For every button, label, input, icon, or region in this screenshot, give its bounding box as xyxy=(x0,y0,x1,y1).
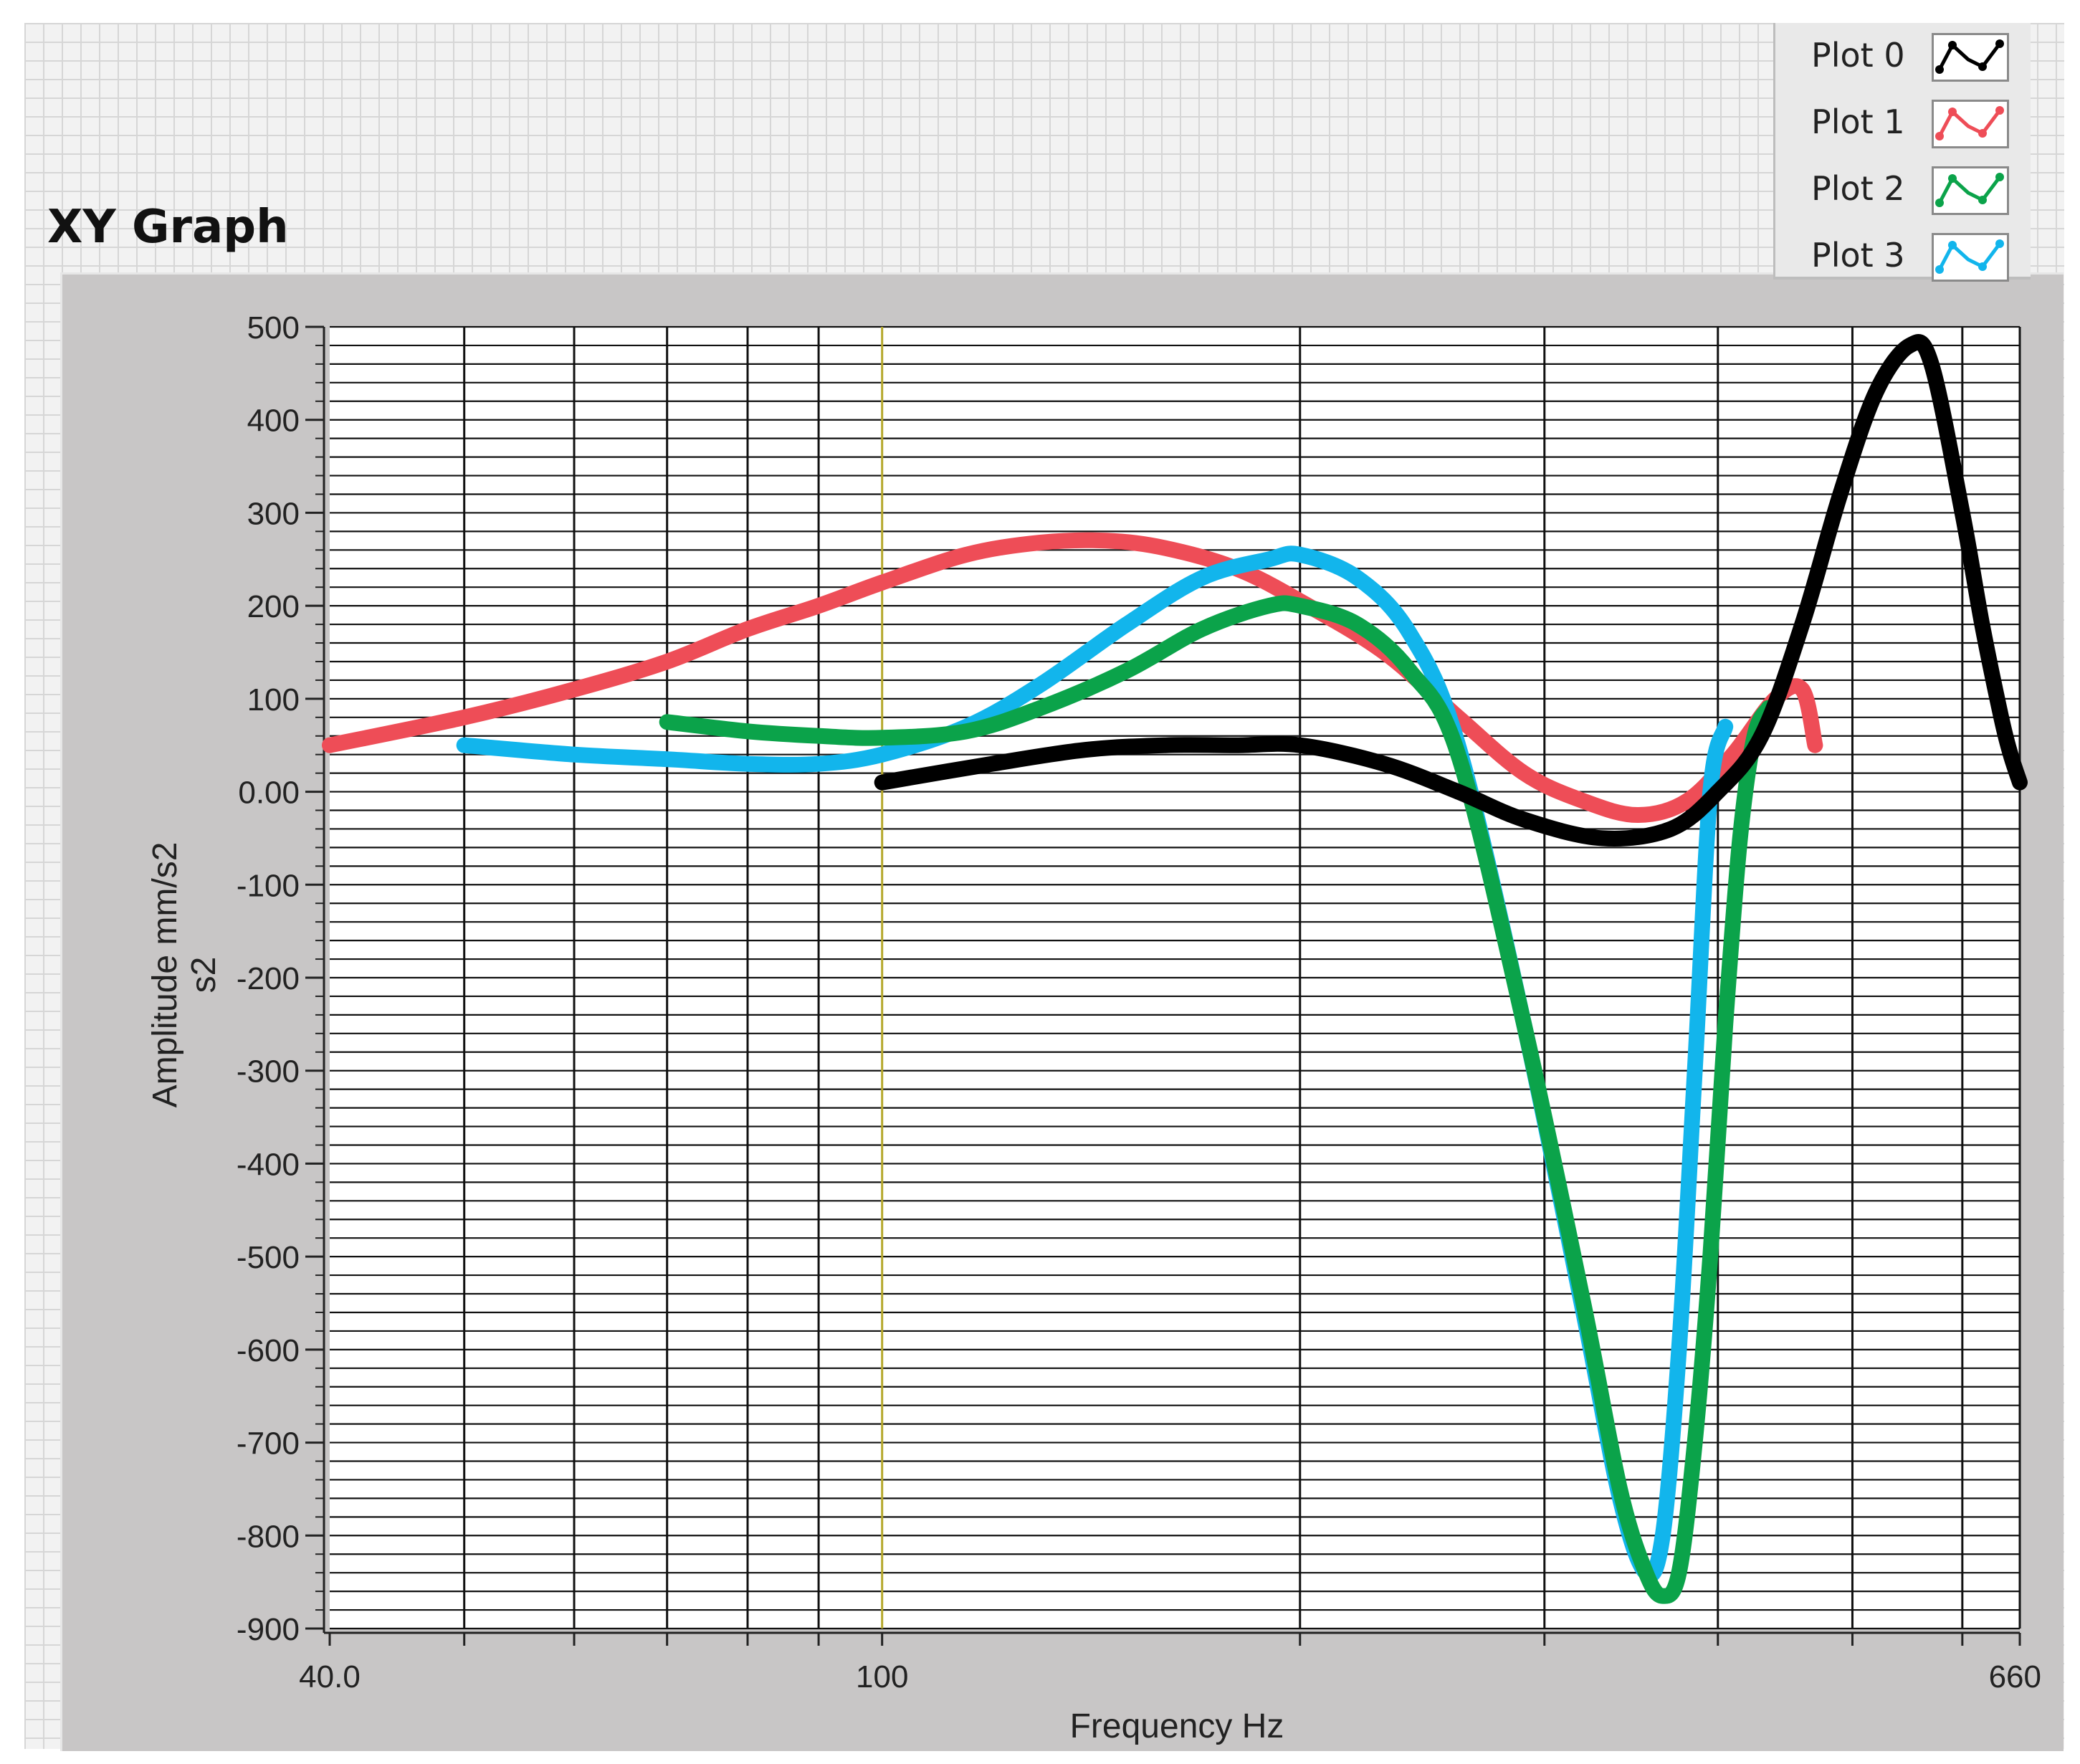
legend-item-plot-0[interactable]: Plot 0 xyxy=(1775,30,2031,87)
x-tick-label: 100 xyxy=(856,1659,908,1694)
graph-title: XY Graph xyxy=(47,201,289,254)
y-tick-label: -600 xyxy=(237,1333,300,1368)
line-glyph-icon xyxy=(1937,242,2001,271)
y-tick-label: 300 xyxy=(247,496,300,531)
legend-swatch[interactable] xyxy=(1932,33,2009,82)
y-tick-label: -800 xyxy=(237,1519,300,1554)
legend-item-plot-1[interactable]: Plot 1 xyxy=(1775,97,2031,154)
y-tick-label: 200 xyxy=(247,589,300,624)
line-glyph-icon xyxy=(1937,42,2001,71)
legend-swatch[interactable] xyxy=(1932,100,2009,148)
y-tick-label: 100 xyxy=(247,682,300,717)
plot-legend[interactable]: Plot 0 Plot 1 Plot 2 Plot 3 xyxy=(1773,23,2031,282)
series-line-plot-3[interactable] xyxy=(456,545,1734,1583)
legend-label: Plot 1 xyxy=(1811,102,1905,141)
x-tick-label: 660 xyxy=(1989,1659,2041,1694)
legend-item-plot-2[interactable]: Plot 2 xyxy=(1775,163,2031,221)
y-tick-label: 0.00 xyxy=(238,776,300,811)
y-tick-label: -100 xyxy=(237,868,300,903)
line-glyph-icon xyxy=(1937,108,2001,138)
legend-label: Plot 2 xyxy=(1811,169,1905,208)
legend-label: Plot 3 xyxy=(1811,236,1905,275)
line-glyph-icon xyxy=(1937,175,2001,204)
y-tick-label: -500 xyxy=(237,1240,300,1275)
y-tick-label: -700 xyxy=(237,1426,300,1462)
legend-swatch[interactable] xyxy=(1932,166,2009,215)
x-axis-title: Frequency Hz xyxy=(1070,1707,1284,1745)
y-tick-label: -300 xyxy=(237,1054,300,1090)
y-tick-label: -200 xyxy=(237,961,300,996)
y-axis-title: Amplitude mm/s2s2 xyxy=(146,842,223,1108)
series-line-plot-1[interactable] xyxy=(322,532,1823,823)
x-tick-label: 40.0 xyxy=(299,1659,361,1694)
y-tick-label: 400 xyxy=(247,404,300,439)
legend-item-plot-3[interactable]: Plot 3 xyxy=(1775,230,2031,287)
series-line-plot-0[interactable] xyxy=(874,334,2028,847)
legend-label: Plot 0 xyxy=(1811,36,1905,75)
series-line-plot-2[interactable] xyxy=(659,595,1777,1604)
y-tick-label: -400 xyxy=(237,1147,300,1182)
y-tick-label: 500 xyxy=(247,310,300,345)
legend-swatch[interactable] xyxy=(1932,233,2009,282)
y-tick-label: -900 xyxy=(237,1612,300,1647)
